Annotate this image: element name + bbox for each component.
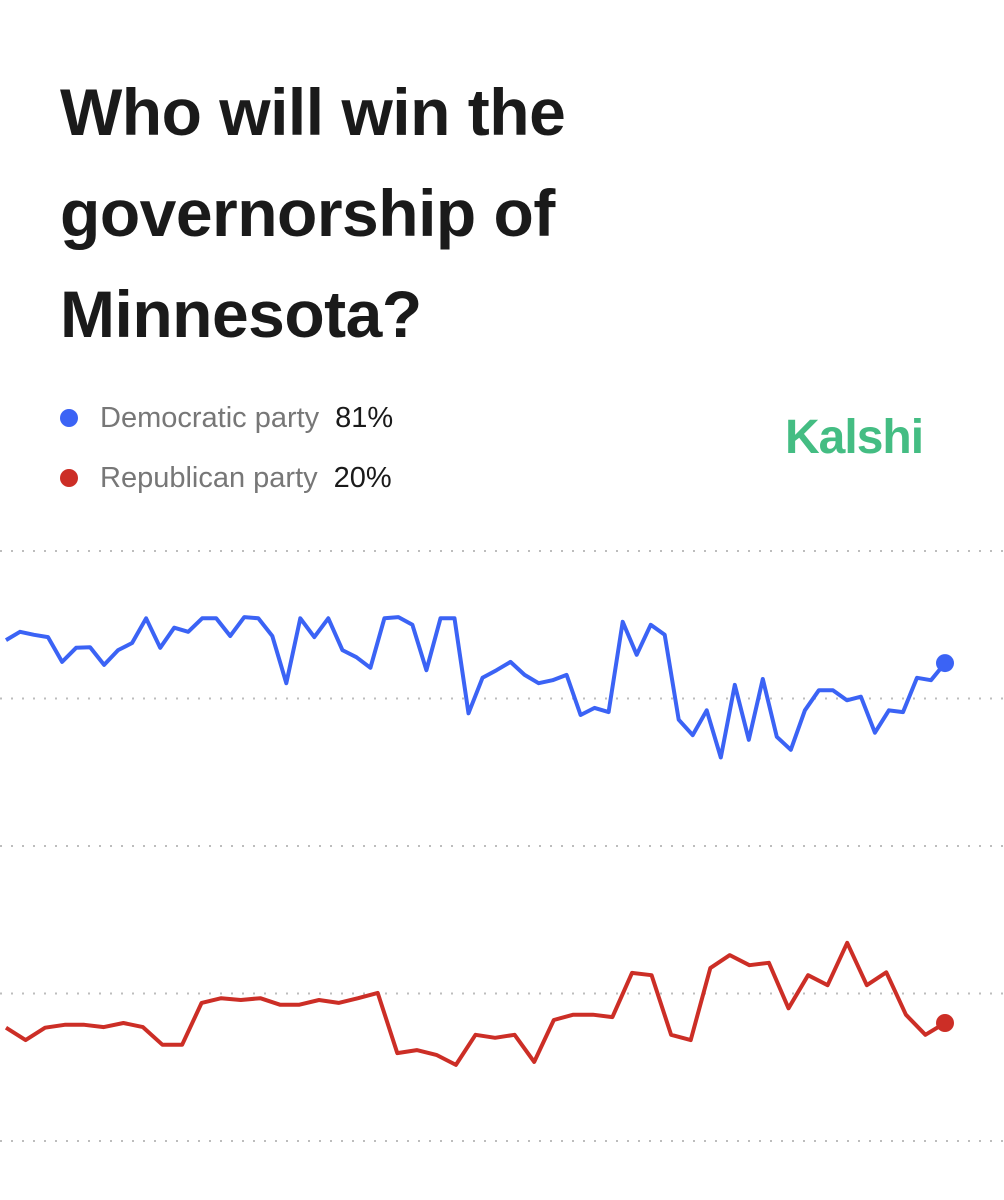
current-dot: [936, 654, 954, 673]
legend-dot: [60, 469, 78, 487]
legend-value: 81%: [335, 401, 394, 434]
legend-dot: [60, 409, 78, 427]
series-line: [4, 615, 947, 760]
series-line: [4, 940, 947, 1067]
legend-entry: Republican party 20%: [60, 448, 393, 508]
legend-name: Republican party: [100, 461, 318, 494]
legend-value: 20%: [333, 461, 392, 494]
legend: Democratic party 81% Republican party 20%: [60, 388, 393, 508]
current-dot: [936, 1014, 954, 1032]
chart-title: Who will win the governorship of Minneso…: [60, 75, 566, 351]
legend-name: Democratic party: [100, 401, 320, 434]
brand-logo: Kalshi: [785, 411, 924, 464]
legend-entry: Democratic party 81%: [60, 388, 393, 448]
